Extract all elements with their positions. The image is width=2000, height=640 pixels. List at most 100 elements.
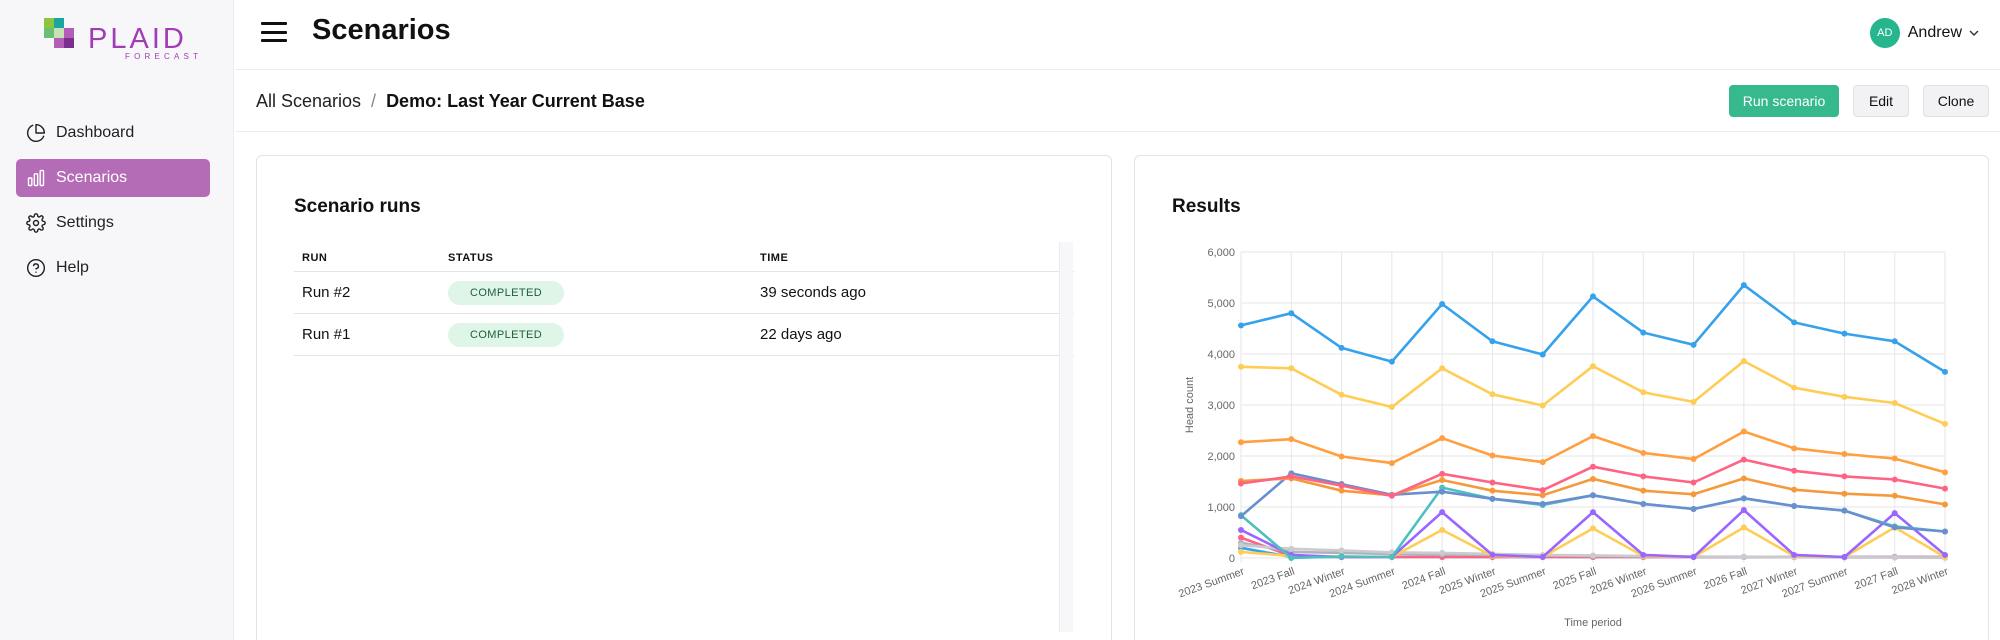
data-point[interactable] <box>1539 500 1546 507</box>
data-point[interactable] <box>1439 365 1446 372</box>
data-point[interactable] <box>1439 470 1446 477</box>
data-point[interactable] <box>1841 553 1848 560</box>
data-point[interactable] <box>1690 506 1697 513</box>
data-point[interactable] <box>1489 551 1496 558</box>
data-point[interactable] <box>1891 476 1898 483</box>
data-point[interactable] <box>1539 492 1546 499</box>
data-point[interactable] <box>1590 363 1596 370</box>
data-point[interactable] <box>1640 449 1647 456</box>
data-point[interactable] <box>1288 365 1295 372</box>
data-point[interactable] <box>1338 482 1345 489</box>
data-point[interactable] <box>1942 420 1948 427</box>
data-point[interactable] <box>1942 501 1948 508</box>
data-point[interactable] <box>1338 553 1345 560</box>
sidebar-item-scenarios[interactable]: Scenarios <box>16 159 210 197</box>
clone-button[interactable]: Clone <box>1923 85 1989 117</box>
menu-icon[interactable] <box>261 22 287 44</box>
data-point[interactable] <box>1942 368 1948 375</box>
data-point[interactable] <box>1439 488 1446 495</box>
data-point[interactable] <box>1338 547 1345 554</box>
data-point[interactable] <box>1590 433 1596 440</box>
data-point[interactable] <box>1740 475 1747 482</box>
data-point[interactable] <box>1590 475 1596 482</box>
data-point[interactable] <box>1539 402 1546 409</box>
data-point[interactable] <box>1489 391 1496 398</box>
data-point[interactable] <box>1640 551 1647 558</box>
data-point[interactable] <box>1489 452 1496 459</box>
data-point[interactable] <box>1942 469 1948 476</box>
user-menu[interactable]: AD Andrew <box>1869 18 1980 48</box>
data-point[interactable] <box>1841 393 1848 400</box>
data-point[interactable] <box>1590 463 1596 470</box>
data-point[interactable] <box>1288 555 1295 561</box>
data-point[interactable] <box>1590 293 1596 300</box>
data-point[interactable] <box>1238 513 1244 520</box>
data-point[interactable] <box>1791 486 1798 493</box>
data-point[interactable] <box>1388 553 1395 560</box>
data-point[interactable] <box>1238 439 1244 446</box>
data-point[interactable] <box>1791 384 1798 391</box>
data-point[interactable] <box>1791 467 1798 474</box>
data-point[interactable] <box>1690 553 1697 560</box>
data-point[interactable] <box>1238 322 1244 329</box>
data-point[interactable] <box>1388 460 1395 467</box>
data-point[interactable] <box>1238 480 1244 487</box>
data-point[interactable] <box>1388 404 1395 411</box>
data-point[interactable] <box>1690 398 1697 405</box>
data-point[interactable] <box>1489 338 1496 345</box>
data-point[interactable] <box>1791 319 1798 326</box>
data-point[interactable] <box>1791 551 1798 558</box>
data-point[interactable] <box>1238 534 1244 541</box>
data-point[interactable] <box>1690 491 1697 498</box>
data-point[interactable] <box>1690 341 1697 348</box>
data-point[interactable] <box>1388 492 1395 499</box>
table-row[interactable]: Run #1 COMPLETED 22 days ago <box>294 314 1074 356</box>
data-point[interactable] <box>1640 487 1647 494</box>
data-point[interactable] <box>1539 351 1546 358</box>
data-point[interactable] <box>1891 399 1898 406</box>
data-point[interactable] <box>1288 545 1295 552</box>
data-point[interactable] <box>1640 389 1647 396</box>
data-point[interactable] <box>1891 338 1898 345</box>
breadcrumb-all-scenarios[interactable]: All Scenarios <box>256 91 362 111</box>
data-point[interactable] <box>1740 358 1747 365</box>
data-point[interactable] <box>1539 487 1546 494</box>
data-point[interactable] <box>1439 549 1446 556</box>
data-point[interactable] <box>1238 548 1244 555</box>
data-point[interactable] <box>1690 479 1697 486</box>
data-point[interactable] <box>1439 476 1446 483</box>
data-point[interactable] <box>1489 487 1496 494</box>
data-point[interactable] <box>1238 526 1244 533</box>
data-point[interactable] <box>1791 445 1798 452</box>
data-point[interactable] <box>1841 490 1848 497</box>
data-point[interactable] <box>1640 329 1647 336</box>
data-point[interactable] <box>1288 310 1295 317</box>
data-point[interactable] <box>1439 526 1446 533</box>
data-point[interactable] <box>1891 492 1898 499</box>
data-point[interactable] <box>1338 487 1345 494</box>
data-point[interactable] <box>1489 479 1496 486</box>
data-point[interactable] <box>1338 391 1345 398</box>
sidebar-item-dashboard[interactable]: Dashboard <box>16 114 210 152</box>
data-point[interactable] <box>1539 459 1546 466</box>
data-point[interactable] <box>1590 509 1596 516</box>
data-point[interactable] <box>1740 524 1747 531</box>
data-point[interactable] <box>1590 525 1596 532</box>
data-point[interactable] <box>1690 456 1697 463</box>
data-point[interactable] <box>1539 553 1546 560</box>
data-point[interactable] <box>1439 509 1446 516</box>
data-point[interactable] <box>1288 436 1295 443</box>
data-point[interactable] <box>1740 282 1747 289</box>
data-point[interactable] <box>1891 524 1898 531</box>
data-point[interactable] <box>1740 456 1747 463</box>
data-point[interactable] <box>1439 301 1446 308</box>
data-point[interactable] <box>1841 507 1848 514</box>
data-point[interactable] <box>1640 473 1647 480</box>
edit-button[interactable]: Edit <box>1853 85 1909 117</box>
sidebar-item-settings[interactable]: Settings <box>16 204 210 242</box>
data-point[interactable] <box>1942 528 1948 535</box>
table-row[interactable]: Run #2 COMPLETED 39 seconds ago <box>294 272 1074 314</box>
table-scrollbar[interactable] <box>1059 242 1073 632</box>
data-point[interactable] <box>1238 542 1244 549</box>
data-point[interactable] <box>1740 495 1747 502</box>
